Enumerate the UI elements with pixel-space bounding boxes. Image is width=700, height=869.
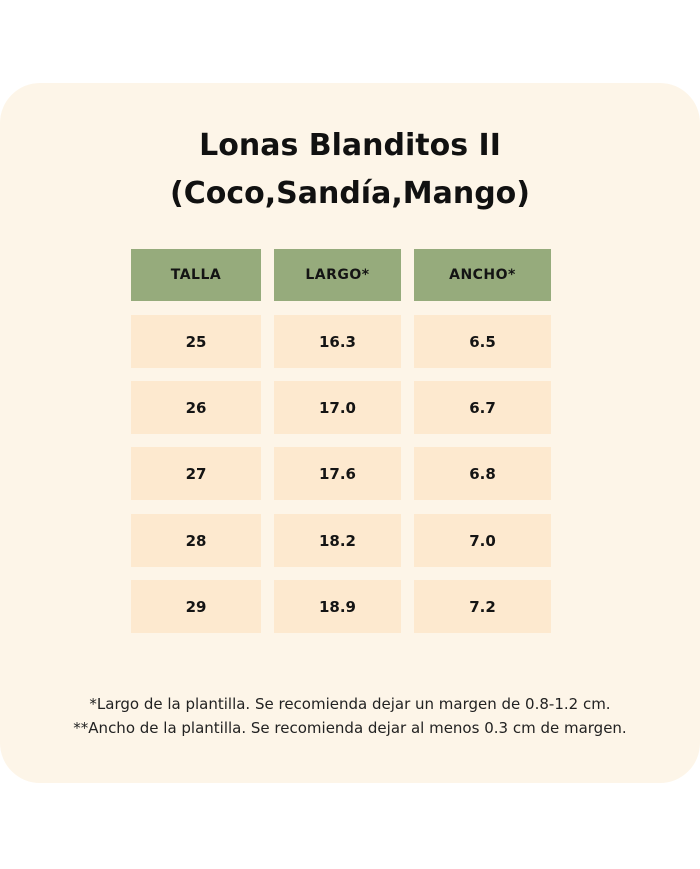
header-ancho: ANCHO* [414,249,551,301]
table-cell: 7.2 [414,580,551,633]
table-cell: 16.3 [274,315,401,368]
table-cell: 25 [131,315,261,368]
header-largo: LARGO* [274,249,401,301]
title-line-1: Lonas Blanditos II [199,128,501,163]
table-cell: 28 [131,514,261,567]
table-cell: 6.8 [414,447,551,500]
table-cell: 18.2 [274,514,401,567]
table-cell: 26 [131,381,261,434]
title-line-2: (Coco,Sandía,Mango) [170,176,530,211]
header-talla: TALLA [131,249,261,301]
table-cell: 17.0 [274,381,401,434]
table-cell: 6.7 [414,381,551,434]
table-cell: 29 [131,580,261,633]
footnote-ancho: **Ancho de la plantilla. Se recomienda d… [73,719,627,737]
table-cell: 7.0 [414,514,551,567]
table-cell: 18.9 [274,580,401,633]
footnote-largo: *Largo de la plantilla. Se recomienda de… [89,695,611,713]
table-cell: 17.6 [274,447,401,500]
table-cell: 27 [131,447,261,500]
table-cell: 6.5 [414,315,551,368]
